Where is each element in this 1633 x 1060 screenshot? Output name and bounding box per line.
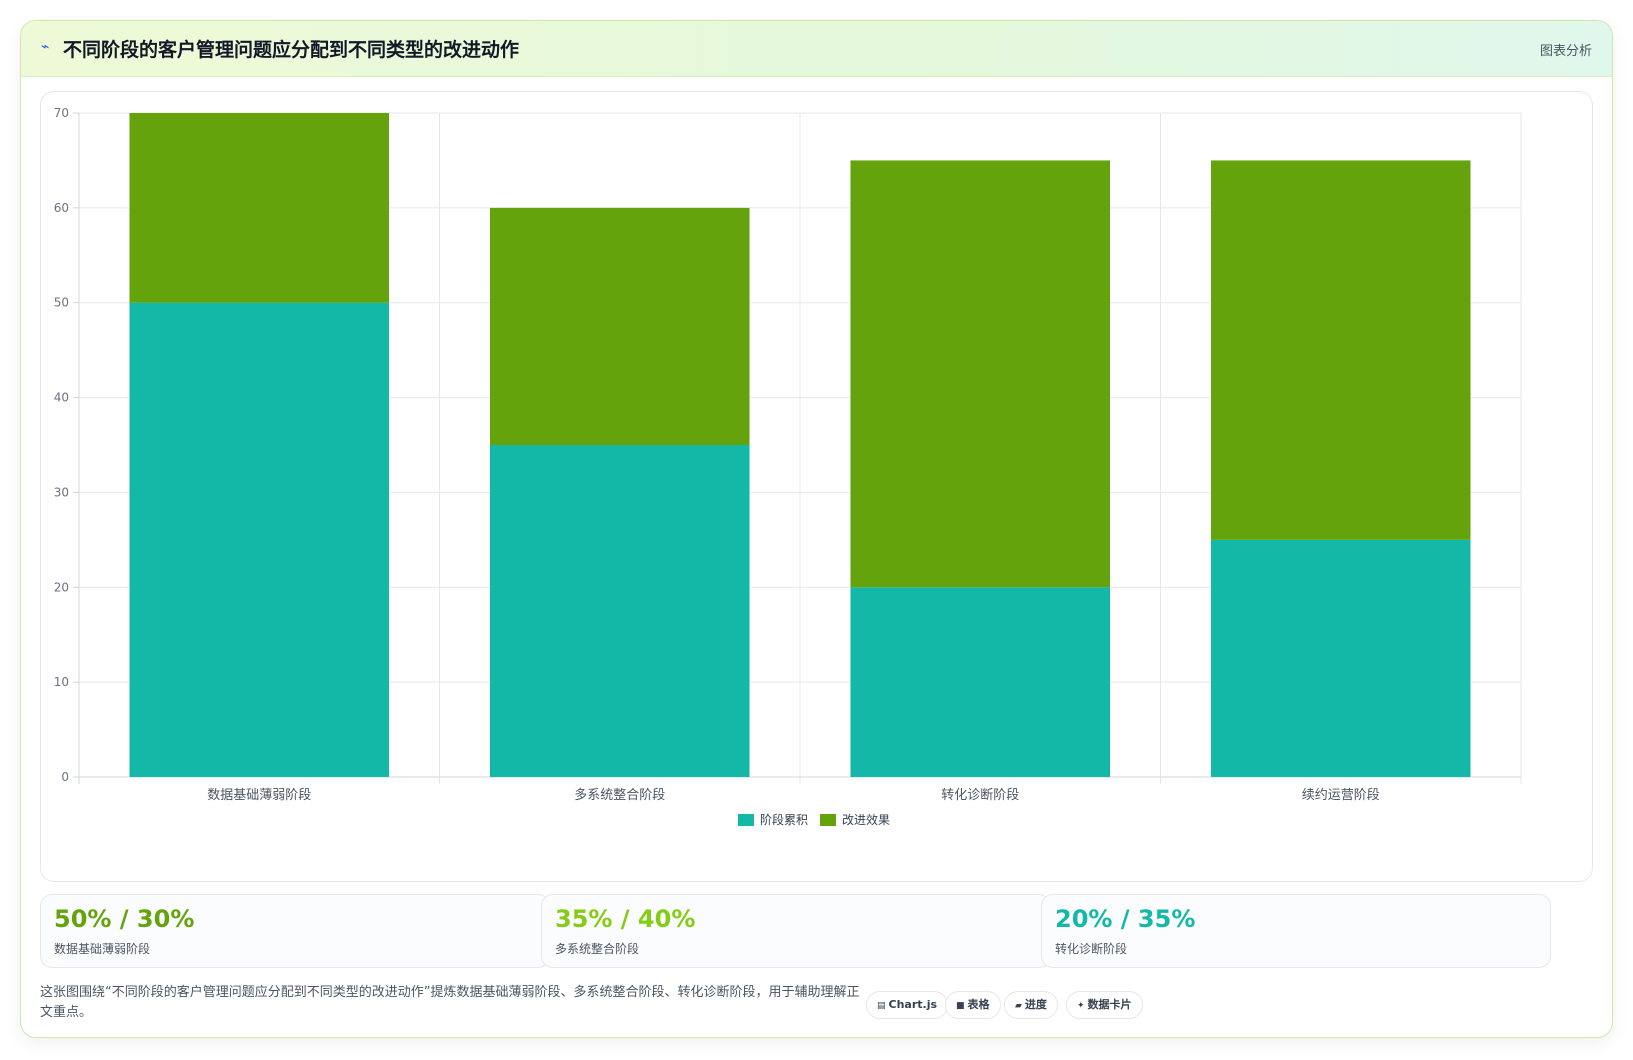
x-tick-label: 多系统整合阶段 bbox=[574, 787, 665, 803]
stat-card-1: 50% / 30% 数据基础薄弱阶段 bbox=[40, 894, 550, 968]
y-tick-label: 0 bbox=[61, 770, 69, 784]
card-header: ⌁ 不同阶段的客户管理问题应分配到不同类型的改进动作 图表分析 bbox=[21, 21, 1612, 77]
x-tick-label: 续约运营阶段 bbox=[1302, 788, 1380, 803]
x-tick-label: 转化诊断阶段 bbox=[941, 788, 1019, 803]
y-tick-label: 10 bbox=[54, 675, 69, 689]
stat-label: 转化诊断阶段 bbox=[1055, 942, 1128, 956]
stacked-bar-chart: 0 10 20 30 40 50 60 70 数据基础薄弱阶段 多系统整合阶段 转化诊断阶段 续约运营… bbox=[54, 106, 1522, 827]
stat-value: 35% / 40% bbox=[555, 905, 696, 933]
bar-segment-stage-cumulative bbox=[129, 302, 390, 777]
y-tick-label: 30 bbox=[54, 485, 69, 499]
table-icon: ■ bbox=[956, 1001, 965, 1011]
chip-table[interactable]: ■ 表格 bbox=[945, 991, 1001, 1019]
legend-label: 阶段累积 bbox=[760, 812, 808, 827]
stat-value: 20% / 35% bbox=[1055, 905, 1196, 933]
stat-card-2: 35% / 40% 多系统整合阶段 bbox=[541, 894, 1051, 968]
y-tick-label: 70 bbox=[54, 106, 69, 120]
bar-segment-improvement-effect bbox=[850, 160, 1111, 588]
bar-segment-stage-cumulative bbox=[489, 445, 750, 777]
y-tick-label: 40 bbox=[54, 391, 69, 405]
chart-card: ⌁ 不同阶段的客户管理问题应分配到不同类型的改进动作 图表分析 0 10 20 30 4… bbox=[20, 20, 1613, 1038]
y-tick-label: 50 bbox=[54, 296, 69, 310]
bar-segment-improvement-effect bbox=[129, 113, 390, 303]
bar-segment-improvement-effect bbox=[489, 207, 750, 445]
chip-progress[interactable]: ▰ 进度 bbox=[1004, 991, 1058, 1019]
stat-value: 50% / 30% bbox=[54, 905, 195, 933]
x-tick-label: 数据基础薄弱阶段 bbox=[207, 788, 311, 803]
legend-swatch bbox=[738, 814, 754, 826]
pulse-icon: ⌁ bbox=[41, 39, 50, 55]
legend-label: 改进效果 bbox=[842, 812, 890, 827]
chip-label: 表格 bbox=[967, 998, 990, 1011]
chart-icon: ▤ bbox=[877, 1001, 886, 1011]
bar-segment-stage-cumulative bbox=[850, 587, 1111, 777]
chart-container: 0 10 20 30 40 50 60 70 数据基础薄弱阶段 多系统整合阶段 转化诊断阶段 续约运营… bbox=[40, 91, 1593, 882]
chip-label: 数据卡片 bbox=[1087, 998, 1132, 1011]
y-tick-label: 60 bbox=[54, 201, 69, 215]
chip-label: Chart.js bbox=[888, 998, 938, 1011]
progress-icon: ▰ bbox=[1015, 1001, 1022, 1011]
y-tick-label: 20 bbox=[54, 580, 69, 594]
chip-data-card[interactable]: ✦ 数据卡片 bbox=[1066, 991, 1143, 1019]
chip-chartjs[interactable]: ▤ Chart.js bbox=[866, 991, 949, 1019]
stat-label: 数据基础薄弱阶段 bbox=[54, 942, 151, 956]
legend-swatch bbox=[820, 814, 836, 826]
bar-segment-stage-cumulative bbox=[1210, 539, 1471, 777]
footer-description: 这张图围绕“不同阶段的客户管理问题应分配到不同类型的改进动作”提炼数据基础薄弱阶… bbox=[40, 985, 860, 1020]
bar-segment-improvement-effect bbox=[1210, 160, 1471, 540]
header-tag: 图表分析 bbox=[1539, 44, 1592, 59]
chip-label: 进度 bbox=[1024, 998, 1047, 1011]
page-title: 不同阶段的客户管理问题应分配到不同类型的改进动作 bbox=[63, 39, 520, 61]
sparkle-icon: ✦ bbox=[1077, 1001, 1085, 1011]
stat-label: 多系统整合阶段 bbox=[555, 942, 640, 956]
stat-card-3: 20% / 35% 转化诊断阶段 bbox=[1041, 894, 1551, 968]
